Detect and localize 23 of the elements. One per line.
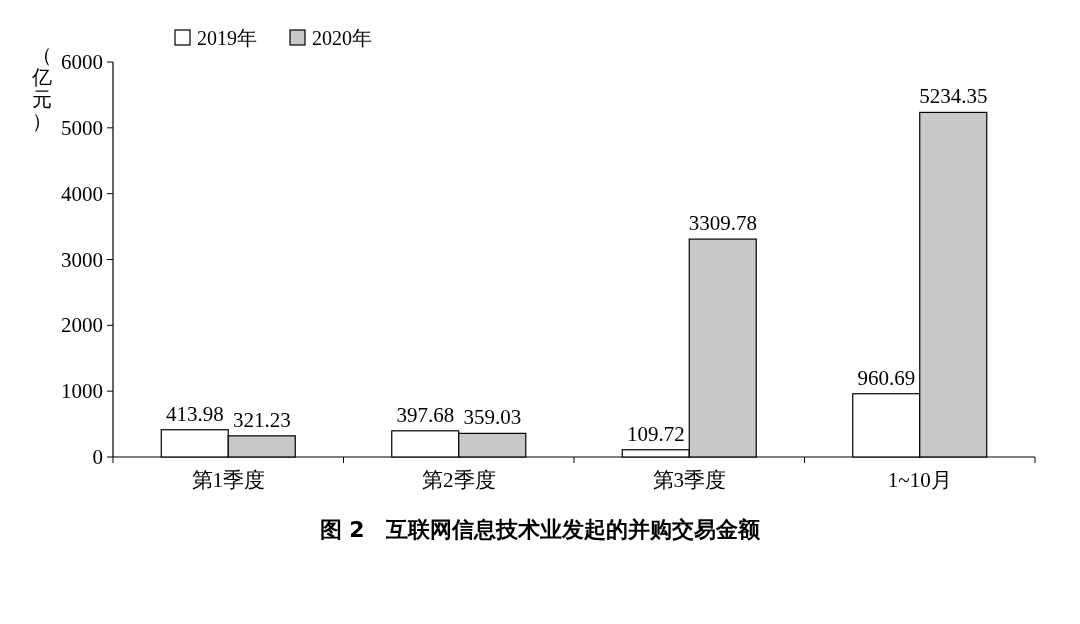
y-tick-label: 2000 (61, 313, 103, 338)
data-label: 321.23 (232, 407, 291, 432)
data-label: 397.68 (396, 402, 455, 427)
data-label: 109.72 (626, 421, 685, 446)
x-tick-label: 第1季度 (191, 468, 265, 492)
text: 图 2 互联网信息技术业发起的并购交易金额 (319, 517, 762, 542)
y-tick-label: 0 (92, 445, 103, 469)
x-tick-label: 第2季度 (422, 468, 496, 492)
y-tick-label: 5000 (61, 115, 103, 140)
data-label: 413.98 (165, 401, 224, 426)
data-label: 5234.35 (919, 84, 988, 109)
y-tick-label: 4000 (61, 181, 103, 206)
y-axis-title: （亿元） (31, 44, 52, 132)
y-tick-label: 3000 (61, 247, 103, 272)
legend-label: 2020年 (312, 27, 372, 49)
legend-label: 2019年 (197, 27, 257, 49)
data-label: 359.03 (463, 405, 522, 430)
data-label: 3309.78 (688, 211, 757, 236)
y-tick-label: 1000 (61, 379, 103, 404)
x-tick-label: 第3季度 (652, 468, 726, 492)
data-label: 960.69 (857, 365, 916, 390)
x-tick-label: 1~10月 (887, 468, 952, 492)
y-tick-label: 6000 (61, 50, 103, 74)
